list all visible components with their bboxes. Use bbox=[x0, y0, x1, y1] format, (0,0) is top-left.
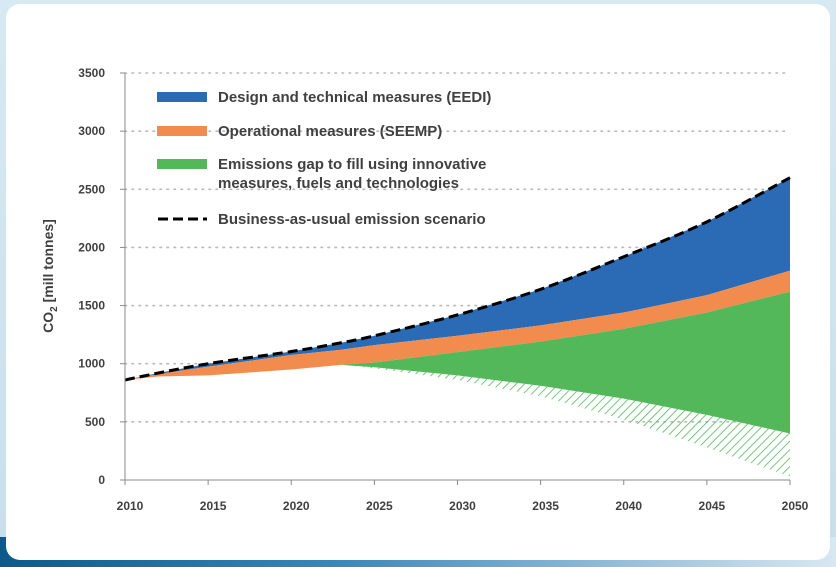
y-axis-label: CO2 [mill tonnes] bbox=[40, 219, 60, 333]
hatched-gap-area bbox=[341, 364, 790, 477]
area-layer bbox=[124, 176, 791, 477]
y-tick-label: 2500 bbox=[78, 182, 105, 196]
emissions-gap-area bbox=[341, 291, 790, 434]
x-tick-label: 2035 bbox=[532, 499, 559, 513]
legend-label: Emissions gap to fill using innovative bbox=[218, 156, 486, 173]
legend-label: Design and technical measures (EEDI) bbox=[218, 89, 491, 106]
axis-layer: 0 500 1000 1500 2000 2500 3000 3500 2010 2015 2020… bbox=[78, 66, 808, 513]
x-tick-label: 2010 bbox=[117, 499, 144, 513]
x-tick-label: 2050 bbox=[782, 499, 809, 513]
y-tick-label: 2000 bbox=[78, 240, 105, 254]
x-tick-label: 2030 bbox=[449, 499, 476, 513]
legend-label: Business-as-usual emission scenario bbox=[218, 211, 486, 228]
y-tick-label: 1500 bbox=[78, 299, 105, 313]
y-tick-label: 3500 bbox=[78, 66, 105, 80]
legend-swatch bbox=[157, 92, 207, 102]
eedi-area bbox=[125, 177, 790, 380]
legend-swatch bbox=[157, 126, 207, 136]
y-tick-label: 0 bbox=[98, 473, 105, 487]
y-tick-label: 500 bbox=[85, 415, 105, 429]
business-as-usual-line bbox=[124, 176, 791, 382]
y-tick-label: 3000 bbox=[78, 124, 105, 138]
x-tick-label: 2025 bbox=[366, 499, 393, 513]
legend-swatch bbox=[157, 159, 207, 169]
x-tick-label: 2045 bbox=[699, 499, 726, 513]
legend-label: Operational measures (SEEMP) bbox=[218, 123, 442, 140]
legend: Design and technical measures (EEDI) Oper… bbox=[157, 89, 491, 228]
y-tick-label: 1000 bbox=[78, 357, 105, 371]
x-tick-label: 2040 bbox=[615, 499, 642, 513]
x-tick-label: 2020 bbox=[283, 499, 310, 513]
legend-label: measures, fuels and technologies bbox=[218, 175, 459, 192]
x-tick-label: 2015 bbox=[200, 499, 227, 513]
